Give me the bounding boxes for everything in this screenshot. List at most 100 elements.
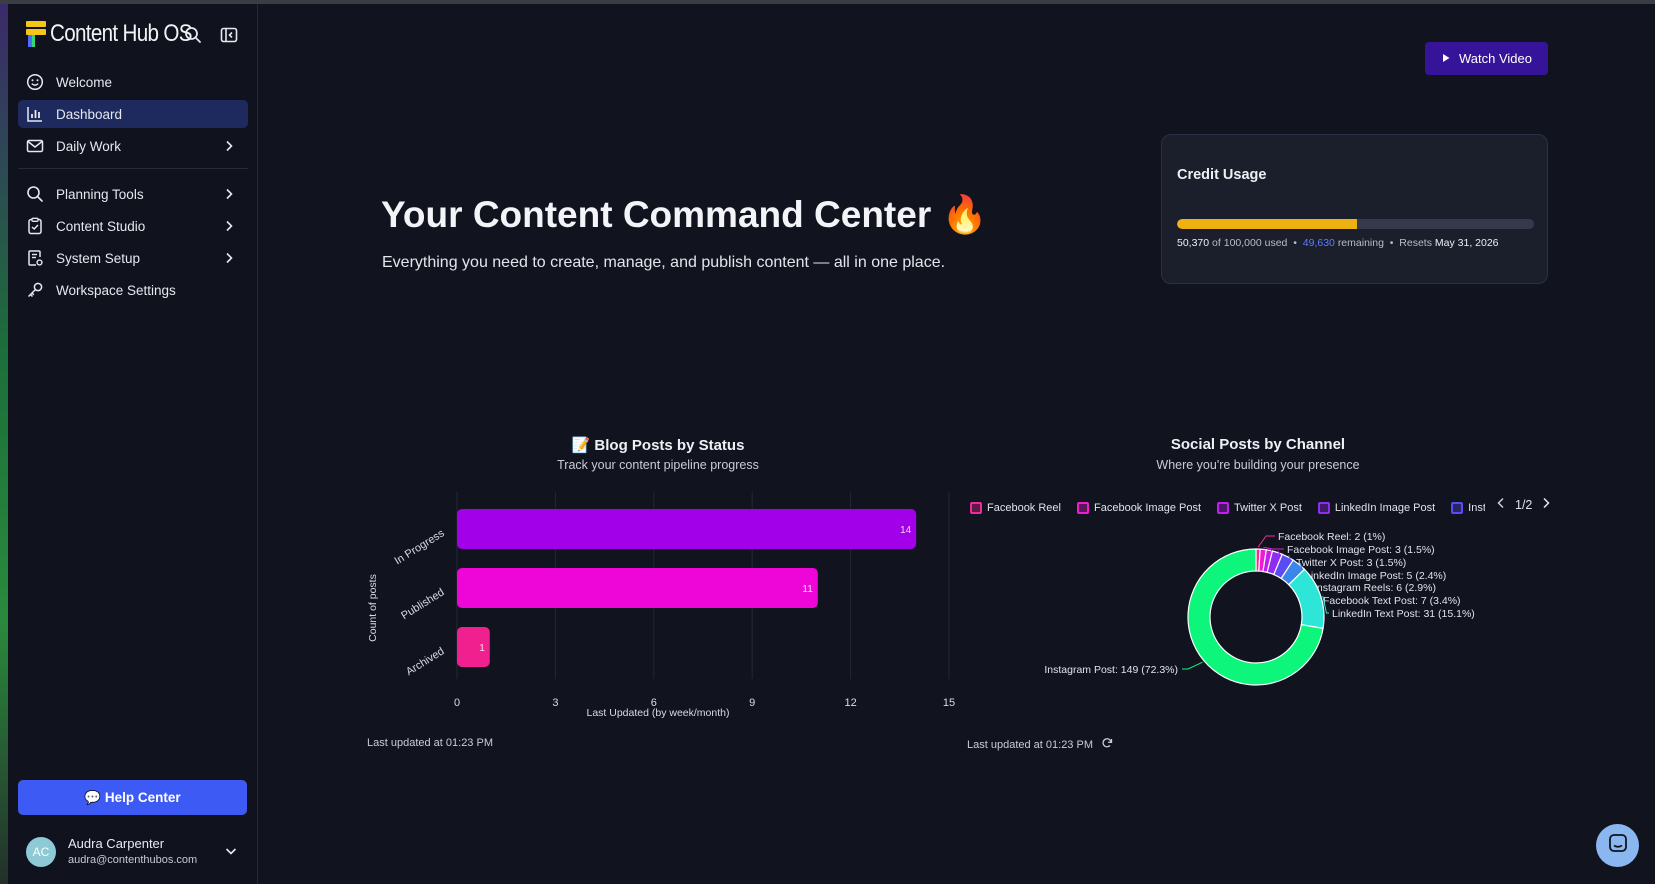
- avatar: AC: [26, 837, 56, 867]
- credit-usage-title: Credit Usage: [1177, 167, 1267, 183]
- blog-updated-text: Last updated at 01:23 PM: [367, 737, 493, 749]
- legend-page-indicator: 1/2: [1515, 497, 1533, 512]
- bar-value-label: 1: [479, 643, 485, 654]
- legend-swatch: [1077, 502, 1089, 514]
- key-icon: [26, 281, 44, 299]
- slice-label: LinkedIn Text Post: 31 (15.1%): [1332, 608, 1475, 620]
- sidebar-divider: [18, 168, 248, 169]
- leader-line: [1263, 546, 1284, 550]
- chevron-right-icon: [222, 251, 236, 265]
- slice-label: Facebook Reel: 2 (1%): [1278, 531, 1385, 543]
- credit-total: 100,000: [1223, 237, 1262, 249]
- slice-label: Instagram Reels: 6 (2.9%): [1314, 582, 1436, 594]
- chevron-left-icon[interactable]: [1495, 497, 1507, 512]
- logo-mark-icon: [26, 21, 46, 47]
- bar[interactable]: [457, 568, 818, 608]
- user-menu[interactable]: AC Audra Carpenter audra@contenthubos.co…: [26, 832, 248, 872]
- legend-swatch: [1217, 502, 1230, 514]
- chevron-right-icon: [222, 139, 236, 153]
- slice-label: Twitter X Post: 3 (1.5%): [1296, 557, 1406, 569]
- chat-launcher-button[interactable]: [1596, 824, 1639, 867]
- collapse-sidebar-icon[interactable]: [220, 26, 238, 44]
- bar-value-label: 11: [802, 584, 813, 595]
- legend-item[interactable]: Insta: [1451, 498, 1485, 518]
- chevron-down-icon[interactable]: [224, 844, 238, 858]
- page-subtitle: Everything you need to create, manage, a…: [382, 254, 946, 271]
- sidebar: Content Hub OS Welcome Dashboard Daily W…: [8, 4, 258, 884]
- legend-item[interactable]: LinkedIn Image Post: [1317, 498, 1435, 518]
- credit-usage-card: Credit Usage 50,370 of 100,000 used • 49…: [1161, 134, 1548, 284]
- refresh-icon[interactable]: [1101, 737, 1113, 752]
- sidebar-item-system-setup[interactable]: System Setup: [18, 244, 248, 272]
- credit-of-label: of: [1212, 237, 1221, 249]
- legend-swatch: [1451, 502, 1464, 514]
- legend-item[interactable]: Facebook Image Post: [1077, 498, 1201, 518]
- mail-icon: [26, 137, 44, 155]
- play-icon: [1441, 51, 1451, 66]
- slice-label: Facebook Image Post: 3 (1.5%): [1287, 544, 1435, 556]
- brand-logo[interactable]: Content Hub OS: [26, 20, 215, 48]
- slice-label: Instagram Post: 149 (72.3%): [1044, 664, 1178, 676]
- slice-label: LinkedIn Image Post: 5 (2.4%): [1305, 570, 1446, 582]
- x-axis-label: Last Updated (by week/month): [587, 707, 730, 719]
- blog-chart-title: 📝 Blog Posts by Status: [571, 437, 745, 454]
- legend-pager: 1/2: [1495, 497, 1552, 512]
- sidebar-item-label: Content Studio: [56, 218, 146, 234]
- sidebar-item-welcome[interactable]: Welcome: [18, 68, 248, 96]
- social-chart-title: Social Posts by Channel: [1170, 436, 1346, 453]
- x-tick-label: 3: [552, 697, 558, 709]
- clipboard-check-icon: [26, 217, 44, 235]
- sidebar-item-label: Workspace Settings: [56, 282, 176, 298]
- bar-value-label: 14: [900, 525, 912, 536]
- legend-swatch: [1317, 502, 1330, 514]
- slice-label: Facebook Text Post: 7 (3.4%): [1323, 595, 1461, 607]
- legend-item[interactable]: Twitter X Post: [1217, 498, 1302, 518]
- chevron-right-icon[interactable]: [1540, 497, 1552, 512]
- credit-used: 50,370: [1177, 237, 1210, 249]
- sidebar-item-daily-work[interactable]: Daily Work: [18, 132, 248, 160]
- credit-usage-details: 50,370 of 100,000 used • 49,630 remainin…: [1177, 237, 1499, 249]
- sidebar-item-content-studio[interactable]: Content Studio: [18, 212, 248, 240]
- blog-chart-subtitle: Track your content pipeline progress: [557, 458, 759, 472]
- sidebar-item-label: Planning Tools: [56, 186, 144, 202]
- x-tick-label: 9: [749, 697, 755, 709]
- watch-video-button[interactable]: Watch Video: [1425, 42, 1548, 75]
- social-chart-updated: Last updated at 01:23 PM: [967, 737, 1113, 752]
- help-center-button[interactable]: 💬 Help Center: [18, 780, 247, 815]
- bar-chart-icon: [26, 105, 44, 123]
- sidebar-item-planning-tools[interactable]: Planning Tools: [18, 180, 248, 208]
- brand-name: Content Hub OS: [50, 20, 193, 47]
- sidebar-item-label: System Setup: [56, 250, 141, 266]
- window-top-border: [0, 0, 1655, 4]
- social-chart-legend: Facebook Reel Facebook Image Post Twitter …: [970, 498, 1550, 518]
- legend-item[interactable]: Facebook Reel: [970, 498, 1061, 518]
- credit-used-label: used: [1264, 237, 1288, 249]
- chevron-right-icon: [222, 187, 236, 201]
- watch-video-label: Watch Video: [1459, 51, 1532, 66]
- x-tick-label: 15: [943, 697, 955, 709]
- sidebar-item-dashboard[interactable]: Dashboard: [18, 100, 248, 128]
- credit-remaining-label: remaining: [1337, 237, 1384, 249]
- credit-progress-fill: [1177, 219, 1357, 229]
- sidebar-item-label: Dashboard: [56, 106, 123, 122]
- desktop-edge: [0, 4, 8, 884]
- sidebar-item-workspace-settings[interactable]: Workspace Settings: [18, 276, 248, 304]
- search-icon[interactable]: [184, 26, 202, 44]
- sidebar-item-label: Welcome: [56, 74, 113, 90]
- bar[interactable]: [457, 509, 917, 549]
- bar[interactable]: [457, 627, 490, 667]
- donut-slice[interactable]: [1187, 548, 1324, 686]
- leader-line: [1322, 595, 1329, 614]
- y-category-label: In Progress: [393, 527, 447, 567]
- leader-line: [1257, 535, 1275, 548]
- page-title: Your Content Command Center 🔥: [381, 194, 988, 235]
- document-gear-icon: [26, 249, 44, 267]
- legend-swatch: [970, 502, 982, 514]
- credit-remaining: 49,630: [1302, 237, 1335, 249]
- x-tick-label: 0: [454, 697, 460, 709]
- social-posts-donut-chart: Facebook Reel: 2 (1%)Facebook Image Post…: [1044, 531, 1475, 686]
- credit-progress-bar: [1177, 219, 1534, 229]
- smiley-icon: [26, 73, 44, 91]
- social-updated-text: Last updated at 01:23 PM: [967, 738, 1093, 751]
- chevron-right-icon: [222, 219, 236, 233]
